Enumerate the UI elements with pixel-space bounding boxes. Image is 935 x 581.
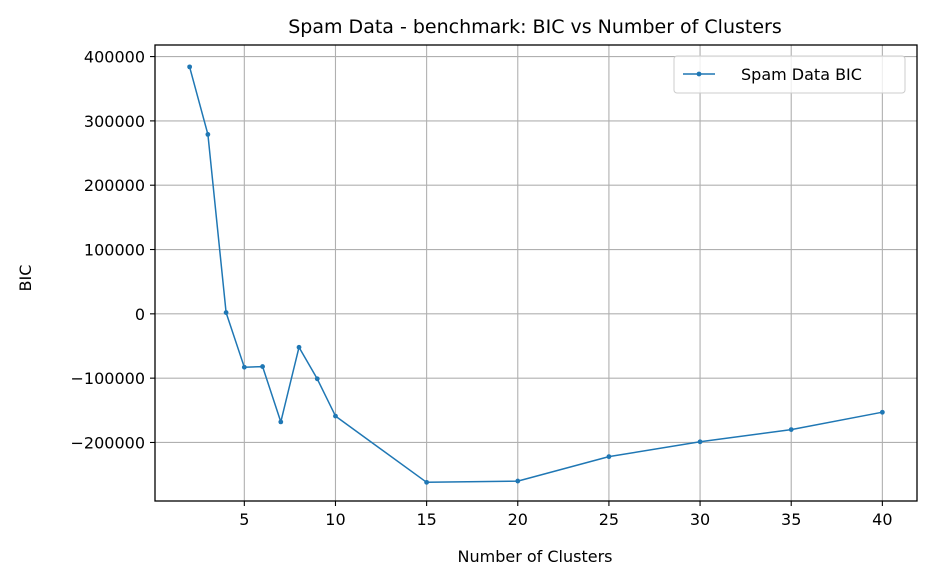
legend-box: [673, 55, 906, 94]
y-tick-label: −200000: [71, 433, 145, 452]
legend: Spam Data BIC: [673, 55, 906, 94]
x-axis-label: Number of Clusters: [458, 547, 613, 566]
series-line: [188, 66, 883, 484]
plot-area-frame: [154, 44, 918, 502]
x-tick-label: 5: [239, 510, 249, 529]
x-tick-label: 25: [599, 510, 619, 529]
x-axis-ticks: 5 10 15 20 25 30 35 40: [239, 501, 893, 529]
y-tick-label: 200000: [84, 176, 145, 195]
y-tick-label: 100000: [84, 241, 145, 260]
data-point: [278, 419, 284, 425]
data-point: [333, 413, 338, 419]
data-point: [241, 364, 247, 370]
series-layer: [187, 64, 885, 485]
data-point: [879, 409, 885, 415]
data-point: [515, 478, 521, 484]
chart-title: Spam Data - benchmark: BIC vs Number of …: [288, 16, 781, 38]
x-tick-label: 40: [872, 510, 892, 529]
x-tick-label: 10: [325, 510, 345, 529]
legend-label-spam-data-bic: Spam Data BIC: [741, 65, 862, 84]
data-point: [260, 364, 265, 369]
legend-marker-swatch: [696, 71, 702, 77]
data-point: [788, 427, 794, 433]
data-point: [606, 454, 612, 460]
data-point: [187, 64, 193, 70]
data-point: [697, 439, 703, 445]
x-tick-label: 20: [508, 510, 528, 529]
y-axis-label: BIC: [16, 265, 35, 292]
data-point: [314, 376, 320, 382]
data-point: [296, 344, 302, 350]
x-tick-label: 15: [416, 510, 436, 529]
y-tick-label: −100000: [71, 369, 145, 388]
y-tick-label: 400000: [84, 48, 145, 67]
grid-lines: [155, 45, 917, 501]
x-tick-label: 35: [781, 510, 801, 529]
x-tick-label: 30: [690, 510, 710, 529]
y-axis-ticks: −200000 −100000 0 100000 200000 300000 400000: [71, 48, 155, 452]
data-point: [205, 131, 211, 137]
data-point: [223, 310, 229, 315]
y-tick-label: 0: [135, 305, 145, 324]
y-tick-label: 300000: [84, 112, 145, 131]
data-point: [424, 479, 430, 485]
